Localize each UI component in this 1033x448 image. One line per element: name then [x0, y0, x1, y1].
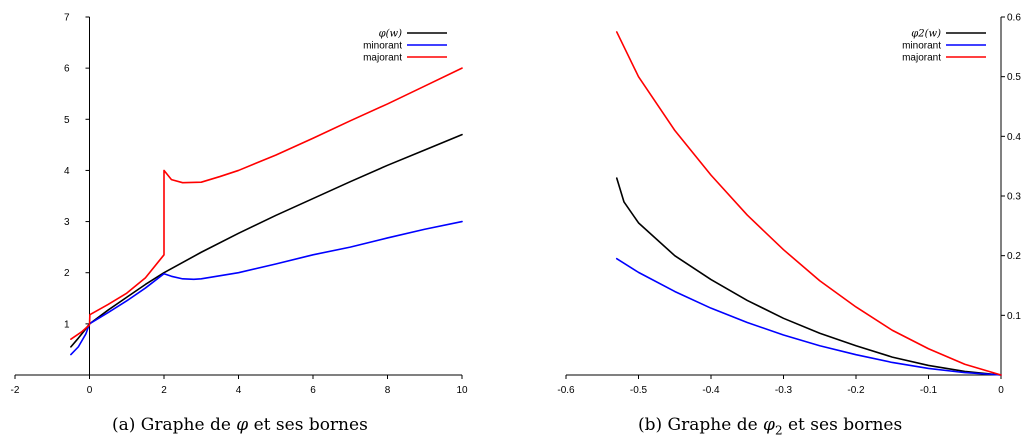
- y-tick-label: 0.2: [1007, 251, 1021, 262]
- x-tick-label: -0.6: [557, 385, 575, 396]
- legend-label: φ(w): [379, 29, 402, 40]
- x-tick-label: 10: [456, 385, 468, 396]
- caption-a-symbol: φ: [236, 415, 249, 435]
- x-tick-label: -0.4: [702, 385, 720, 396]
- x-tick-label: -0.2: [847, 385, 865, 396]
- series-line-w: [70, 133, 463, 348]
- x-tick-label: -2: [11, 385, 20, 396]
- x-tick-label: -0.1: [920, 385, 938, 396]
- y-tick-label: 0.3: [1007, 192, 1021, 203]
- x-tick-label: 0: [87, 385, 93, 396]
- x-tick-label: 2: [161, 385, 167, 396]
- legend-label: minorant: [902, 41, 941, 52]
- y-tick-label: 4: [64, 166, 70, 177]
- series-line-majorant: [70, 67, 463, 341]
- series-line-minorant: [615, 257, 1002, 376]
- legend-label: minorant: [363, 41, 402, 52]
- x-tick-label: 0: [998, 385, 1004, 396]
- y-tick-label: 5: [64, 115, 70, 126]
- y-tick-label: 7: [64, 13, 70, 24]
- y-tick-label: 1: [64, 319, 70, 330]
- caption-a-prefix: (a) Graphe de: [112, 415, 237, 435]
- x-tick-label: 4: [236, 385, 242, 396]
- y-tick-label: 0.6: [1007, 13, 1021, 24]
- series-line-minorant: [70, 220, 463, 356]
- y-tick-label: 3: [64, 217, 70, 228]
- x-tick-label: 6: [310, 385, 316, 396]
- y-tick-label: 0.4: [1007, 132, 1021, 143]
- legend-label: majorant: [902, 53, 941, 64]
- x-tick-label: 8: [385, 385, 391, 396]
- caption-b: (b) Graphe de φ2 et ses bornes: [638, 415, 902, 437]
- series-line-2w: [615, 177, 1002, 376]
- caption-a-suffix: et ses bornes: [248, 415, 368, 435]
- legend-label: φ2(w): [911, 29, 941, 40]
- caption-b-symbol: φ: [763, 415, 775, 435]
- caption-b-suffix: et ses bornes: [782, 415, 903, 435]
- y-tick-label: 0.1: [1007, 311, 1021, 322]
- series-line-majorant: [615, 31, 1002, 376]
- y-tick-label: 0.5: [1007, 72, 1021, 83]
- x-tick-label: -0.3: [775, 385, 793, 396]
- x-tick-label: -0.5: [630, 385, 648, 396]
- caption-b-subscript: 2: [774, 423, 783, 438]
- legend-label: majorant: [363, 53, 402, 64]
- y-tick-label: 6: [64, 64, 70, 75]
- chart-phi2: -0.6 -0.5 -0.4 -0.3 -0.2 -0.1 0 0.1 0.2 0.3 0.4 0.5…: [557, 13, 1021, 397]
- caption-a: (a) Graphe de φ et ses bornes: [112, 415, 368, 435]
- y-tick-label: 2: [64, 268, 70, 279]
- caption-b-prefix: (b) Graphe de: [638, 415, 764, 435]
